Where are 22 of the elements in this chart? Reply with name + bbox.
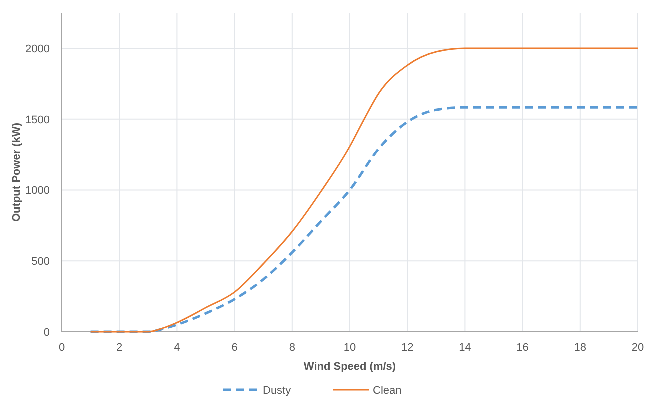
x-tick-label: 4 (174, 342, 180, 354)
x-tick-label: 20 (632, 342, 644, 354)
x-tick-label: 18 (574, 342, 587, 354)
x-tick-label: 8 (289, 342, 296, 354)
x-tick-label: 2 (116, 342, 123, 354)
x-axis-title: Wind Speed (m/s) (304, 361, 396, 373)
x-tick-label: 14 (459, 342, 472, 354)
y-axis-title: Output Power (kW) (11, 122, 23, 222)
x-tick-label: 16 (516, 342, 529, 354)
x-tick-label: 6 (232, 342, 238, 354)
y-tick-label: 2000 (26, 43, 50, 56)
line-series (90, 106, 640, 334)
legend-label: Dusty (263, 385, 292, 397)
legend-label: Clean (373, 385, 402, 397)
x-tick-label: 0 (58, 342, 66, 354)
x-tick-label: 10 (344, 342, 356, 354)
y-tick-label: 500 (32, 256, 50, 268)
y-tick-label: 1000 (26, 185, 50, 198)
line-series (90, 48, 639, 333)
y-tick-label: 1500 (26, 114, 50, 126)
x-tick-label: 12 (401, 342, 414, 354)
y-tick-label: 0 (44, 327, 50, 339)
